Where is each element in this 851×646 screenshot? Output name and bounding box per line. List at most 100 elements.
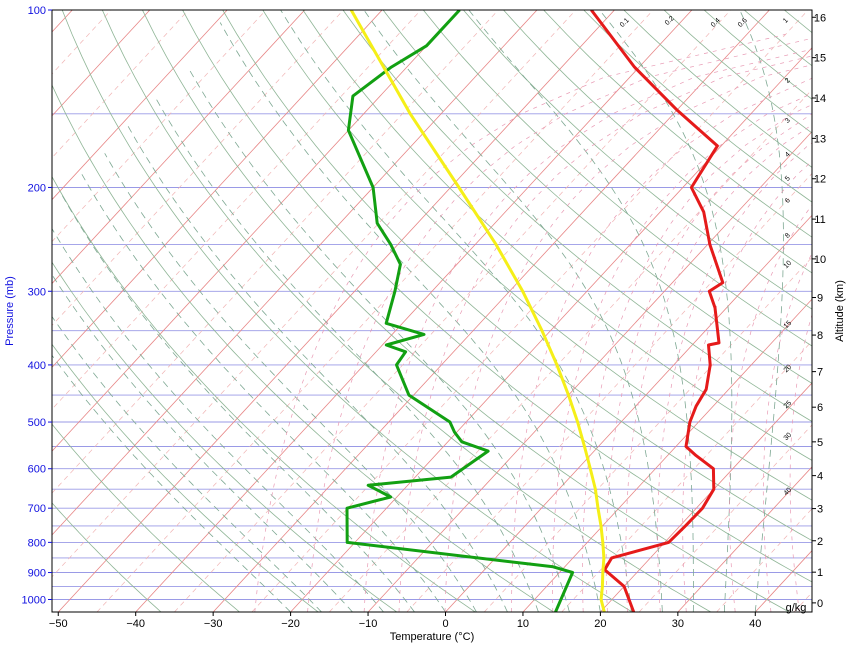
mixing-ratio-line: [848, 34, 851, 612]
moist-adiabat: [60, 193, 415, 612]
x-axis-label: Temperature (°C): [390, 631, 474, 643]
plot-frame: [51, 9, 813, 613]
mixing-ratio-label: 0.6: [737, 17, 749, 29]
altitude-tick-label: 4: [817, 471, 823, 483]
mixing-ratio-label: 0.1: [619, 17, 631, 29]
mixing-ratio-line: [511, 77, 812, 612]
mixing-ratio-label: 0.2: [664, 15, 676, 27]
moist-adiabat: [739, 10, 784, 612]
temperature-tick-label: −50: [49, 618, 68, 630]
isotherm: [445, 214, 812, 612]
moist-adiabat: [104, 153, 477, 612]
pressure-tick-label: 400: [28, 360, 46, 372]
moist-adiabat: [52, 354, 291, 612]
isotherm-minor: [52, 10, 344, 326]
moist-adiabat: [52, 273, 353, 612]
dry-adiabat: [182, 10, 812, 583]
mixing-ratio-line: [582, 104, 812, 612]
sounding-series: [345, 10, 725, 612]
moist-adiabat: [125, 122, 508, 612]
mixing-ratio-label: 30: [783, 432, 794, 443]
pressure-tick-label: 600: [28, 464, 46, 476]
mixing-ratio-label: 5: [784, 175, 792, 183]
temperature-tick-label: 40: [749, 618, 761, 630]
isotherm-minor: [96, 10, 654, 612]
pressure-tick-label: 800: [28, 537, 46, 549]
altitude-tick-label: 1: [817, 567, 823, 579]
mixing-ratio-label: 6: [784, 197, 792, 205]
mixing-ratio-line: [307, 37, 812, 612]
dry-adiabat: [262, 10, 812, 501]
mixing-ratio-label: 1: [782, 17, 790, 25]
dry-adiabat: [422, 10, 812, 347]
dry-adiabat: [52, 261, 397, 612]
dry-adiabat: [52, 84, 554, 612]
mixing-ratio-unit: g/kg: [786, 602, 807, 614]
dry-adiabat: [342, 10, 812, 422]
altitude-tick-label: 3: [817, 504, 823, 516]
altitude-tick-label: 7: [817, 367, 823, 379]
dry-adiabat: [52, 175, 476, 612]
background-lines: [52, 10, 851, 612]
isotherm-minor: [52, 10, 577, 578]
altitude-tick-label: 11: [814, 214, 825, 226]
dry-adiabat: [222, 10, 812, 542]
altitude-tick-label: 10: [814, 254, 826, 266]
pressure-tick-label: 200: [28, 182, 46, 194]
altitude-tick-label: 8: [817, 330, 823, 342]
moist-adiabat: [468, 10, 694, 612]
mixing-ratio-label: 3: [784, 117, 792, 125]
isotherm-minor: [251, 10, 809, 612]
altitude-tick-label: 12: [814, 174, 826, 186]
temperature-tick-label: 30: [672, 618, 684, 630]
moist-adiabat: [219, 22, 601, 612]
altitude-tick-label: 13: [814, 133, 826, 145]
isotherm: [600, 382, 812, 612]
mixing-ratio-line: [605, 113, 812, 612]
moist-adiabat: [280, 10, 632, 612]
altitude-tick-label: 14: [814, 93, 826, 105]
isotherm: [52, 10, 151, 117]
isotherm-minor: [638, 424, 812, 612]
moist-adiabat: [599, 10, 733, 612]
isotherm: [52, 10, 538, 536]
dry-adiabat: [52, 502, 162, 612]
mixing-ratio-label: 8: [784, 232, 792, 240]
pressure-tick-label: 300: [28, 286, 46, 298]
isotherm: [52, 10, 305, 285]
dry-adiabat: [503, 10, 812, 274]
altitude-tick-label: 2: [817, 536, 823, 548]
plot-background: [52, 10, 812, 612]
pressure-tick-label: 500: [28, 417, 46, 429]
moist-adiabat: [154, 95, 539, 612]
altitude-tick-label: 5: [817, 437, 823, 449]
moist-adiabat: [52, 227, 384, 612]
altitude-tick-label: 16: [814, 12, 826, 24]
moist-adiabat: [52, 315, 322, 612]
temperature-tick-label: 0: [442, 618, 448, 630]
axis-ticks: −50 −40 −30 −20 −10 0 10 20 30 401002003004005006…: [22, 5, 827, 630]
temperature-tick-label: −40: [126, 618, 145, 630]
isotherm-minor: [329, 89, 812, 612]
parcel-line: [349, 10, 606, 612]
isotherm-minor: [174, 10, 731, 612]
dry-adiabat: [382, 10, 812, 384]
isotherm-minor: [406, 172, 812, 612]
isotherm: [677, 466, 812, 612]
isotherm-minor: [483, 256, 812, 612]
mixing-ratio-label: 4: [784, 151, 792, 159]
isotherm-minor: [52, 10, 422, 410]
isotherm: [135, 10, 693, 612]
mixing-ratio-line: [254, 34, 786, 612]
mixing-ratio-line: [363, 48, 812, 612]
pressure-tick-label: 900: [28, 568, 46, 580]
isotherm: [52, 10, 460, 452]
mixing-ratio-label: 15: [783, 320, 794, 331]
isotherm: [52, 10, 228, 201]
mixing-ratio-line: [398, 55, 812, 612]
moist-adiabat: [363, 10, 663, 612]
altitude-tick-label: 0: [817, 598, 823, 610]
mixing-ratio-labels: 0.1 0.2 0.4 0.6 1 2 3 4 5 6 8 10 15 20 25 30 40: [619, 15, 793, 497]
mixing-ratio-label: 40: [783, 487, 794, 498]
